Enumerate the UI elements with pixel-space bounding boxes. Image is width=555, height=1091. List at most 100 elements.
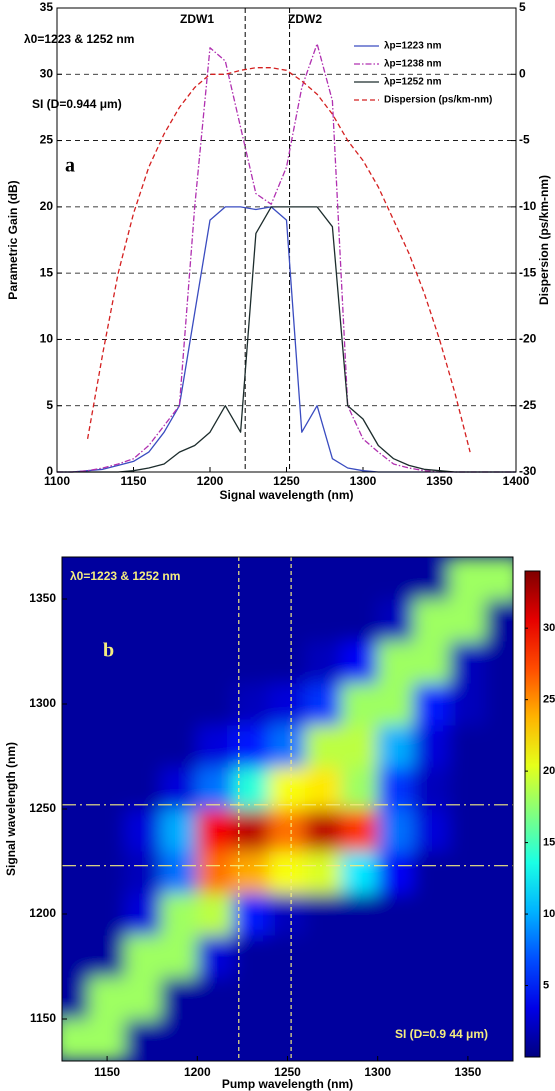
heatmap-cell — [449, 557, 487, 600]
heatmap-cell — [62, 1018, 90, 1061]
heatmap-cell — [377, 557, 415, 600]
heatmap-cell — [485, 850, 513, 894]
heatmap-cell — [88, 1018, 126, 1061]
heatmap-cell — [449, 1018, 487, 1061]
heatmap-cell — [341, 1018, 379, 1061]
heatmap-cell — [449, 892, 487, 936]
heatmap-cell — [160, 934, 198, 978]
heatmap-cell — [449, 934, 487, 978]
heatmap-cell — [196, 976, 234, 1020]
heatmap-cell — [377, 934, 415, 978]
heatmap-cell — [305, 766, 343, 810]
legend-label: Dispersion (ps/km-nm) — [384, 95, 492, 106]
annotation: λ0=1223 & 1252 nm — [70, 569, 180, 583]
heatmap-cell — [413, 850, 451, 894]
heatmap-cell — [160, 682, 198, 726]
heatmap-cell — [377, 1018, 415, 1061]
heatmap-cell — [377, 850, 415, 894]
colorbar — [524, 570, 541, 1058]
heatmap-cell — [88, 766, 126, 810]
heatmap-cell — [485, 808, 513, 852]
heatmap-cell — [62, 976, 90, 1020]
heatmap-cell — [124, 1018, 162, 1061]
heatmap-cell — [62, 682, 90, 726]
heatmap-cell — [413, 976, 451, 1020]
heatmap-cell — [88, 724, 126, 768]
y2-tick-label: 0 — [519, 66, 526, 80]
heatmap-cell — [413, 934, 451, 978]
heatmap-cell — [413, 1018, 451, 1061]
y2-axis-label: Dispersion (ps/km-nm) — [537, 175, 551, 305]
plot-frame — [56, 7, 517, 473]
heatmap-cell — [341, 640, 379, 684]
y2-tick-label: -25 — [519, 398, 537, 412]
heatmap-cell — [62, 598, 90, 642]
heatmap-cell — [62, 892, 90, 936]
heatmap-cell — [341, 598, 379, 642]
heatmap-cell — [485, 682, 513, 726]
heatmap-cell — [124, 766, 162, 810]
heatmap-cell — [449, 724, 487, 768]
colorbar-tick-label: 15 — [543, 836, 555, 848]
y-tick-label: 25 — [40, 133, 54, 147]
heatmap-cell — [88, 557, 126, 600]
heatmap-cell — [160, 1018, 198, 1061]
heatmap-cell — [196, 808, 234, 852]
heatmap-cell — [485, 640, 513, 684]
legend-label: λp=1238 nm — [384, 59, 442, 70]
heatmap-cell — [268, 766, 307, 810]
heatmap-cell — [449, 682, 487, 726]
x-tick-label: 1300 — [364, 1065, 391, 1079]
annotation: λ0=1223 & 1252 nm — [24, 32, 134, 46]
x-tick-label: 1350 — [455, 1065, 482, 1079]
heatmap-cell — [413, 724, 451, 768]
annotation: ZDW2 — [288, 12, 322, 26]
heatmap-cell — [449, 766, 487, 810]
y2-tick-label: -30 — [519, 464, 537, 478]
y-axis-label: Parametric Gain (dB) — [6, 180, 20, 299]
y-tick-label: 30 — [40, 66, 54, 80]
heatmap-cell — [341, 724, 379, 768]
heatmap-cell — [124, 557, 162, 600]
heatmap-cell — [485, 976, 513, 1020]
heatmap-cell — [124, 934, 162, 978]
heatmap-cell — [305, 976, 343, 1020]
annotation: ZDW1 — [180, 12, 214, 26]
y2-tick-label: -15 — [519, 265, 537, 279]
heatmap-cell — [196, 766, 234, 810]
plot-frame — [61, 556, 514, 1062]
heatmap-cell — [485, 1018, 513, 1061]
heatmap-cell — [341, 850, 379, 894]
heatmap-cell — [305, 934, 343, 978]
heatmap-cell — [62, 934, 90, 978]
heatmap-cell — [124, 850, 162, 894]
x-tick-label: 1400 — [503, 474, 530, 488]
heatmap-cell — [196, 850, 234, 894]
heatmap-cell — [124, 724, 162, 768]
heatmap-cell — [485, 892, 513, 936]
heatmap-cell — [268, 808, 307, 852]
heatmap-cell — [196, 557, 234, 600]
annotation: a — [65, 155, 75, 177]
heatmap-cell — [268, 850, 307, 894]
heatmap-cell — [377, 808, 415, 852]
heatmap-cell — [413, 808, 451, 852]
heatmap-cell — [160, 557, 198, 600]
heatmap-cell — [124, 808, 162, 852]
heatmap-cell — [62, 640, 90, 684]
heatmap-cell — [268, 557, 307, 600]
heatmap-cell — [268, 934, 307, 978]
heatmap-cell — [88, 892, 126, 936]
heatmap-cell — [341, 682, 379, 726]
y-tick-label: 1150 — [30, 1011, 56, 1025]
annotation: b — [103, 640, 114, 662]
heatmap-cell — [485, 766, 513, 810]
heatmap-cell — [377, 766, 415, 810]
heatmap-cell — [485, 598, 513, 642]
heatmap-cell — [268, 682, 307, 726]
heatmap-cell — [413, 557, 451, 600]
heatmap-cell — [160, 724, 198, 768]
heatmap-cell — [449, 598, 487, 642]
heatmap-cell — [196, 1018, 234, 1061]
